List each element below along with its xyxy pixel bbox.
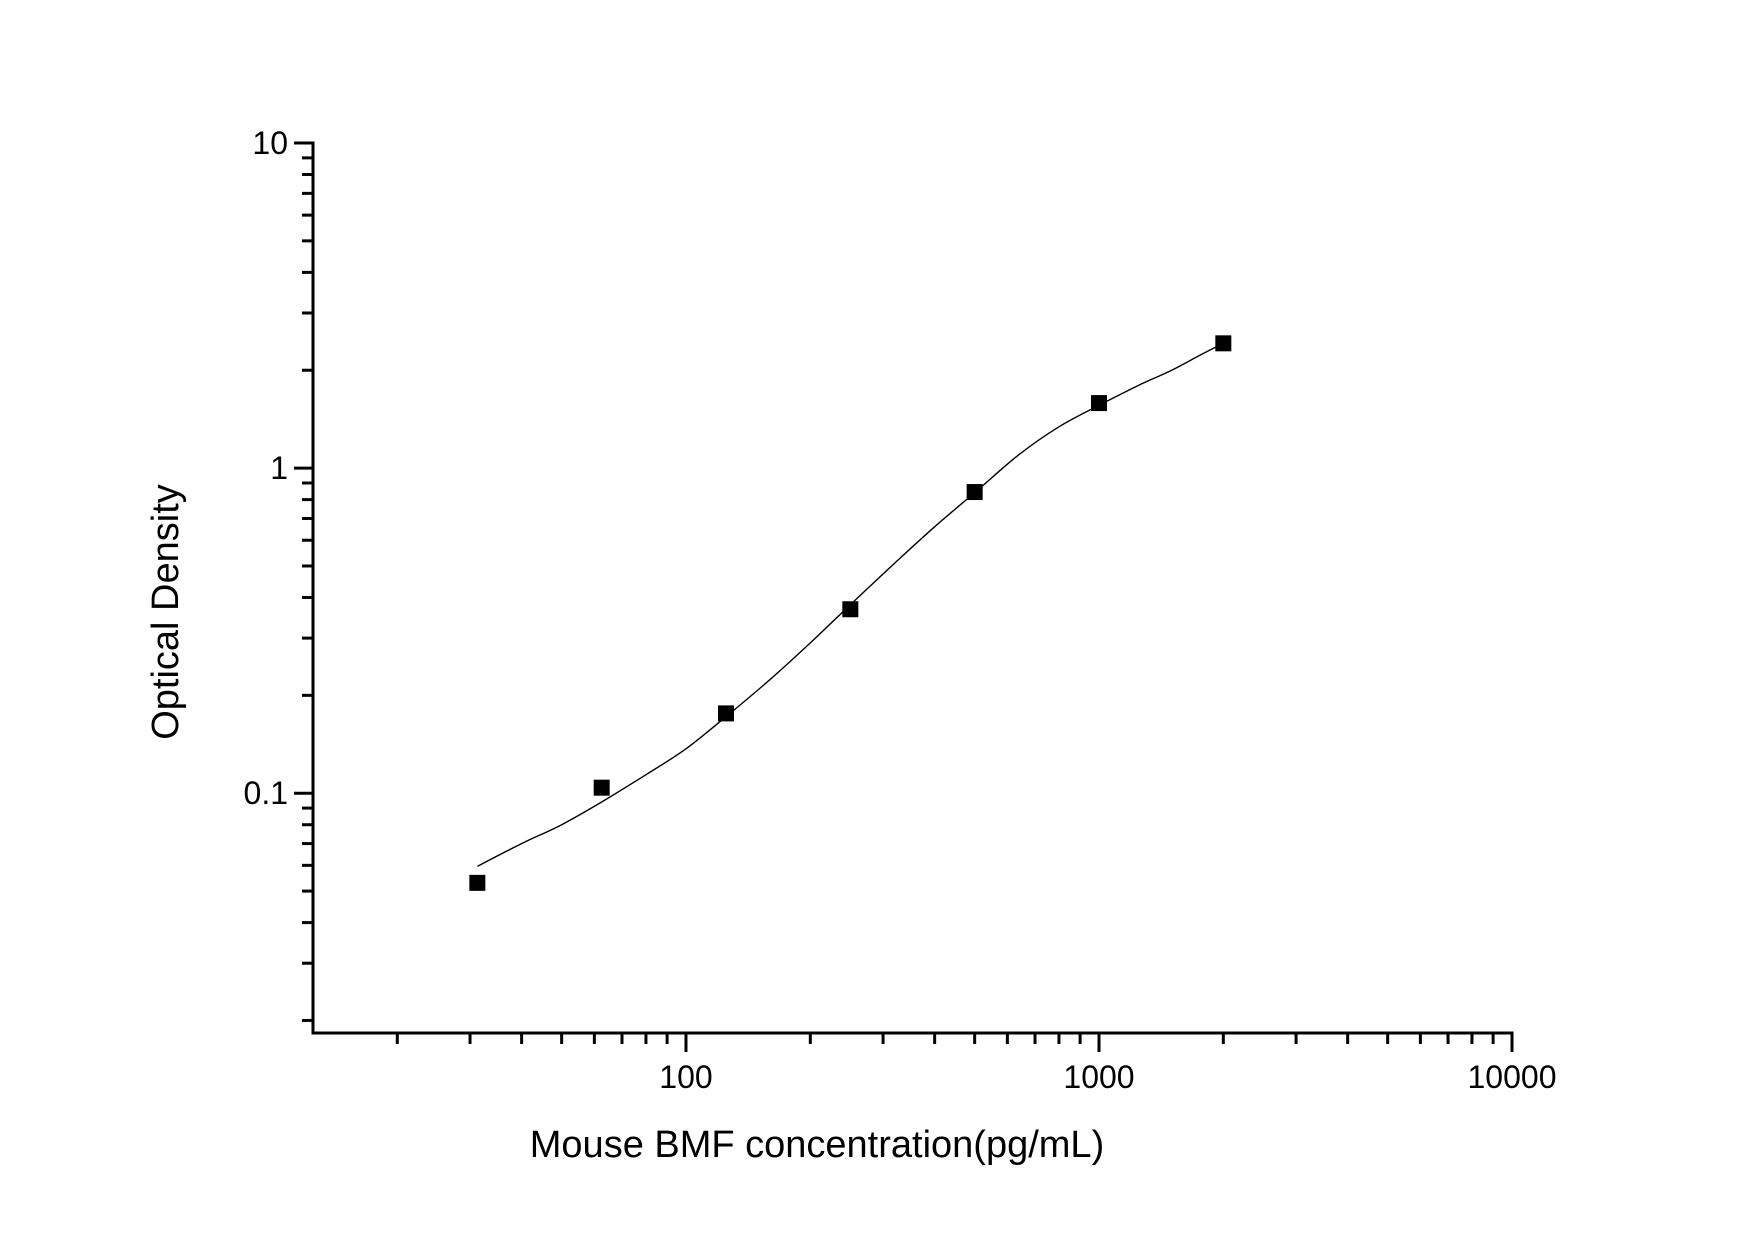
y-tick-label: 0.1 [244,775,288,811]
x-axis-label: Mouse BMF concentration(pg/mL) [530,1124,1104,1166]
tick-labels: 100 1000 10000 0.1 1 10 [244,125,1557,1095]
data-point-marker [966,484,983,501]
axes [311,141,1514,1035]
data-point-marker [718,705,735,722]
x-tick-label: 10000 [1468,1059,1557,1095]
data-point-marker [1215,335,1232,352]
data-point-marker [1090,395,1107,412]
fitted-curve [477,342,1224,867]
data-point-marker [593,779,610,796]
data-markers [469,335,1232,891]
x-tick-label: 100 [659,1059,712,1095]
y-axis-label: Optical Density [145,484,187,740]
y-tick-label: 10 [252,125,288,161]
ticks [294,141,1514,1052]
y-tick-label: 1 [270,450,288,486]
x-tick-label: 1000 [1063,1059,1134,1095]
data-point-marker [842,601,859,618]
data-point-marker [469,874,486,891]
